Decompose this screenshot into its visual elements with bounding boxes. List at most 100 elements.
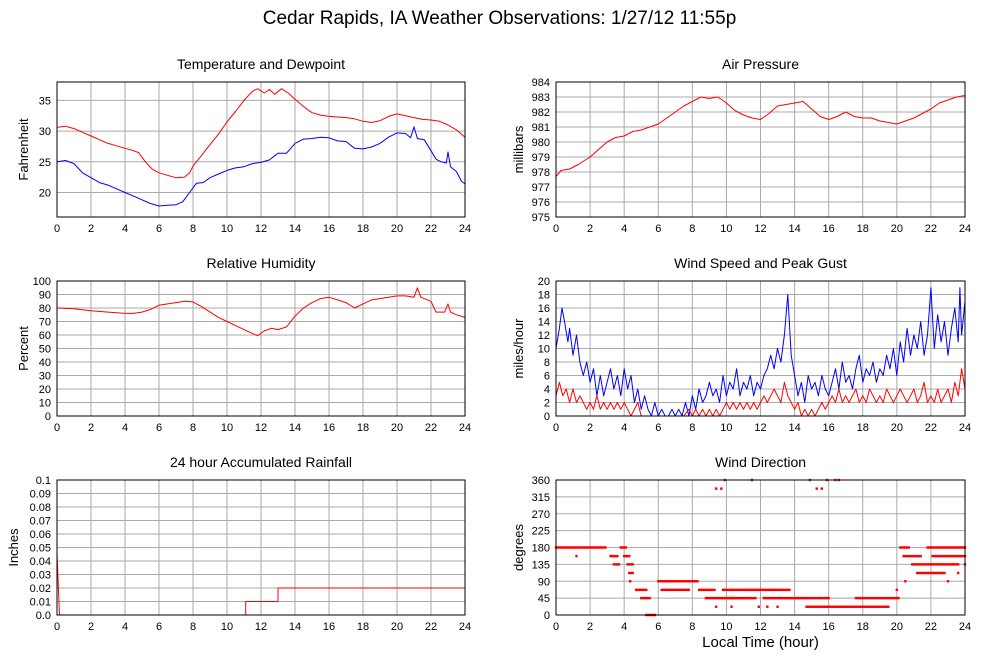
y-tick-label: 70 (39, 317, 51, 329)
direction-point (735, 588, 738, 592)
direction-point (938, 571, 941, 575)
direction-point (604, 546, 607, 549)
direction-point (720, 487, 723, 490)
y-tick-label: 6 (544, 371, 550, 383)
direction-point (885, 605, 888, 608)
direction-point (762, 588, 766, 592)
direction-point (612, 563, 616, 566)
direction-point (788, 588, 791, 592)
direction-point (778, 588, 781, 592)
direction-point (687, 580, 691, 583)
direction-point (662, 580, 665, 583)
direction-point (691, 580, 694, 583)
direction-point (706, 588, 709, 592)
direction-point (822, 605, 825, 608)
direction-point (878, 605, 881, 608)
direction-point (788, 596, 791, 600)
direction-point (786, 588, 789, 592)
y-tick-label: 20 (538, 276, 550, 288)
direction-point (587, 546, 590, 549)
direction-point (781, 596, 784, 600)
x-tick-label: 4 (621, 223, 627, 235)
direction-point (582, 546, 585, 549)
y-axis-label: degrees (511, 524, 526, 571)
direction-point (728, 588, 732, 592)
direction-point (868, 596, 871, 600)
direction-point (933, 571, 936, 575)
x-tick-label: 6 (655, 621, 661, 633)
y-tick-label: 135 (532, 559, 550, 571)
direction-point (939, 563, 943, 566)
direction-point (674, 580, 677, 583)
x-tick-label: 12 (255, 223, 267, 235)
direction-point (812, 605, 815, 608)
direction-point (953, 563, 956, 566)
direction-point (946, 580, 950, 583)
direction-point (759, 588, 762, 592)
x-tick-label: 8 (190, 223, 196, 235)
direction-point (856, 596, 859, 600)
direction-point (740, 588, 743, 592)
x-tick-label: 8 (689, 422, 695, 434)
direction-point (880, 596, 883, 600)
direction-point (919, 563, 922, 566)
direction-point (703, 588, 706, 592)
x-tick-label: 22 (925, 621, 937, 633)
direction-point (948, 554, 951, 558)
direction-point (955, 554, 958, 558)
direction-point (783, 596, 786, 600)
direction-point (847, 605, 851, 608)
direction-point (882, 605, 885, 608)
direction-point (962, 554, 965, 558)
direction-point (619, 546, 622, 549)
direction-point (929, 546, 933, 549)
direction-point (795, 596, 798, 600)
y-tick-label: 30 (39, 371, 51, 383)
direction-point (946, 546, 950, 549)
direction-point (667, 588, 670, 592)
direction-point (805, 605, 808, 608)
y-tick-label: 2 (544, 398, 550, 410)
direction-point (599, 546, 602, 549)
direction-point (568, 546, 571, 549)
direction-point (938, 563, 941, 566)
direction-point (570, 546, 573, 549)
direction-point (778, 596, 781, 600)
direction-point (761, 588, 764, 592)
x-tick-label: 16 (823, 422, 835, 434)
direction-point (798, 596, 801, 600)
x-tick-label: 2 (587, 223, 593, 235)
direction-point (917, 563, 921, 566)
y-tick-label: 0 (544, 610, 550, 622)
y-tick-label: 983 (532, 92, 550, 104)
direction-point (808, 605, 812, 608)
direction-point (757, 605, 760, 608)
y-tick-label: 14 (538, 317, 550, 329)
x-tick-label: 16 (323, 223, 335, 235)
direction-point (895, 588, 899, 592)
plot-frame (56, 81, 466, 218)
direction-point (558, 546, 561, 549)
x-tick-label: 16 (323, 422, 335, 434)
direction-point (818, 605, 822, 608)
direction-point (714, 605, 718, 608)
direction-point (754, 596, 757, 600)
direction-point (709, 596, 713, 600)
direction-point (919, 571, 922, 575)
direction-point (917, 571, 921, 575)
x-tick-label: 14 (289, 223, 301, 235)
direction-point (931, 571, 934, 575)
direction-point (933, 554, 936, 558)
direction-point (609, 554, 612, 558)
direction-point (904, 554, 907, 558)
direction-point (890, 596, 893, 600)
direction-point (859, 596, 863, 600)
direction-point (904, 580, 907, 583)
direction-point (634, 588, 638, 592)
direction-point (909, 554, 912, 558)
series-1-line (56, 287, 466, 337)
